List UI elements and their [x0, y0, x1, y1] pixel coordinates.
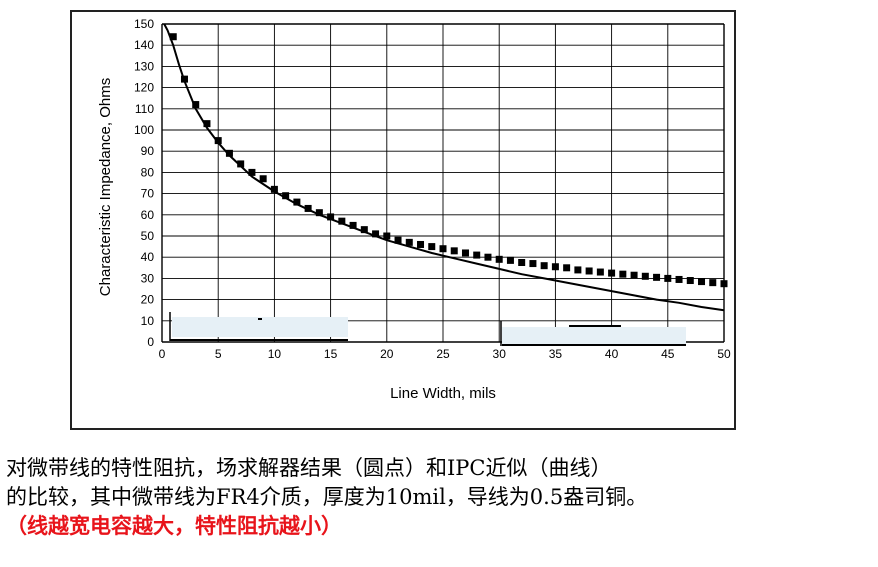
field-solver-point	[180, 75, 188, 83]
grid	[161, 23, 725, 343]
x-tick-label-0: 0	[159, 347, 166, 361]
field-solver-point	[574, 266, 582, 274]
y-tick-label-13: 130	[134, 59, 154, 73]
x-tick-label-5: 25	[436, 347, 450, 361]
y-tick-label-2: 20	[141, 293, 155, 307]
field-solver-point	[349, 221, 357, 229]
y-axis-label: Characteristic Impedance, Ohms	[97, 78, 114, 296]
field-solver-point	[192, 101, 200, 109]
y-tick-label-14: 140	[134, 38, 154, 52]
field-solver-point	[225, 149, 233, 157]
x-tick-label-9: 45	[661, 347, 675, 361]
x-tick-label-6: 30	[493, 347, 507, 361]
field-solver-point	[495, 255, 503, 263]
field-solver-point	[585, 267, 593, 275]
field-solver-point	[450, 247, 458, 255]
field-solver-point	[675, 275, 683, 283]
y-tick-label-4: 40	[141, 250, 155, 264]
y-tick-label-11: 110	[135, 102, 154, 116]
caption-line-2: 的比较，其中微带线为FR4介质，厚度为10mil，导线为0.5盎司铜。	[6, 485, 648, 509]
y-tick-label-9: 90	[141, 144, 155, 158]
field-solver-point	[203, 120, 211, 128]
field-solver-point	[293, 198, 301, 206]
y-tick-label-7: 70	[141, 187, 155, 201]
field-solver-point	[551, 263, 559, 271]
field-solver-point	[417, 240, 425, 248]
field-solver-point	[720, 280, 728, 288]
field-solver-point	[518, 259, 526, 266]
x-tick-label-8: 40	[605, 347, 619, 361]
field-solver-point	[338, 217, 346, 225]
x-tick-label-10: 50	[717, 347, 731, 361]
field-solver-point	[259, 175, 267, 183]
field-solver-point	[439, 245, 447, 253]
x-tick-label-4: 20	[380, 347, 394, 361]
x-tick-label-2: 10	[268, 347, 282, 361]
y-tick-label-5: 50	[141, 229, 155, 243]
series	[163, 23, 728, 312]
field-solver-point	[619, 270, 627, 278]
field-solver-point	[282, 192, 290, 200]
ipc-approximation-curve	[163, 23, 725, 312]
y-tick-label-12: 120	[134, 81, 154, 95]
field-solver-point	[394, 236, 402, 244]
y-tick-label-3: 30	[141, 271, 155, 285]
field-solver-point	[608, 269, 616, 277]
x-tick-label-1: 5	[215, 347, 222, 361]
caption-line-3-highlight: （线越宽电容越大，特性阻抗越小）	[6, 513, 342, 538]
left-inset-dielectric	[172, 317, 348, 337]
field-solver-point	[540, 262, 548, 270]
field-solver-point	[709, 279, 717, 287]
y-tick-label-1: 10	[141, 314, 155, 328]
field-solver-point	[630, 271, 638, 279]
field-solver-point	[563, 264, 571, 272]
field-solver-point	[664, 274, 672, 282]
y-tick-label-10: 100	[134, 123, 154, 137]
field-solver-point	[372, 230, 380, 238]
field-solver-point	[596, 268, 604, 276]
field-solver-point	[698, 278, 706, 286]
field-solver-point	[315, 209, 323, 217]
y-tick-label-0: 0	[147, 335, 154, 349]
field-solver-point	[428, 243, 436, 251]
field-solver-point	[383, 232, 391, 240]
x-tick-label-3: 15	[324, 347, 338, 361]
y-tick-label-6: 60	[141, 208, 155, 222]
field-solver-point	[529, 260, 537, 268]
field-solver-point	[304, 204, 312, 212]
field-solver-point	[506, 256, 514, 264]
field-solver-point	[473, 251, 481, 259]
field-solver-point	[484, 253, 492, 261]
field-solver-point	[169, 33, 177, 41]
field-solver-point	[270, 185, 278, 193]
chart-frame: 0 5 10 15 20 25 30 35 40 45 50 0 10 20 30 40 50 60 70 80 90 1…	[70, 10, 736, 430]
caption-line-1: 对微带线的特性阻抗，场求解器结果（圆点）和IPC近似（曲线）	[6, 456, 612, 480]
field-solver-point	[360, 226, 368, 234]
field-solver-point	[214, 137, 222, 145]
field-solver-point	[237, 160, 245, 168]
field-solver-point	[686, 277, 694, 285]
field-solver-point	[461, 249, 469, 257]
field-solver-point	[248, 168, 256, 176]
impedance-chart: 0 5 10 15 20 25 30 35 40 45 50 0 10 20 30 40 50 60 70 80 90 1…	[97, 17, 731, 402]
y-tick-label-8: 80	[141, 165, 155, 179]
field-solver-point	[641, 272, 649, 280]
field-solver-point	[405, 238, 413, 246]
field-solver-point	[327, 213, 335, 221]
x-axis-label: Line Width, mils	[390, 385, 496, 402]
tick-labels: 0 5 10 15 20 25 30 35 40 45 50 0 10 20 30 40 50 60 70 80 90 1…	[134, 17, 731, 361]
cross-section-insets	[169, 312, 686, 346]
right-inset-dielectric	[502, 327, 686, 346]
y-tick-label-15: 150	[134, 17, 154, 31]
field-solver-point	[653, 273, 661, 281]
x-tick-label-7: 35	[549, 347, 563, 361]
